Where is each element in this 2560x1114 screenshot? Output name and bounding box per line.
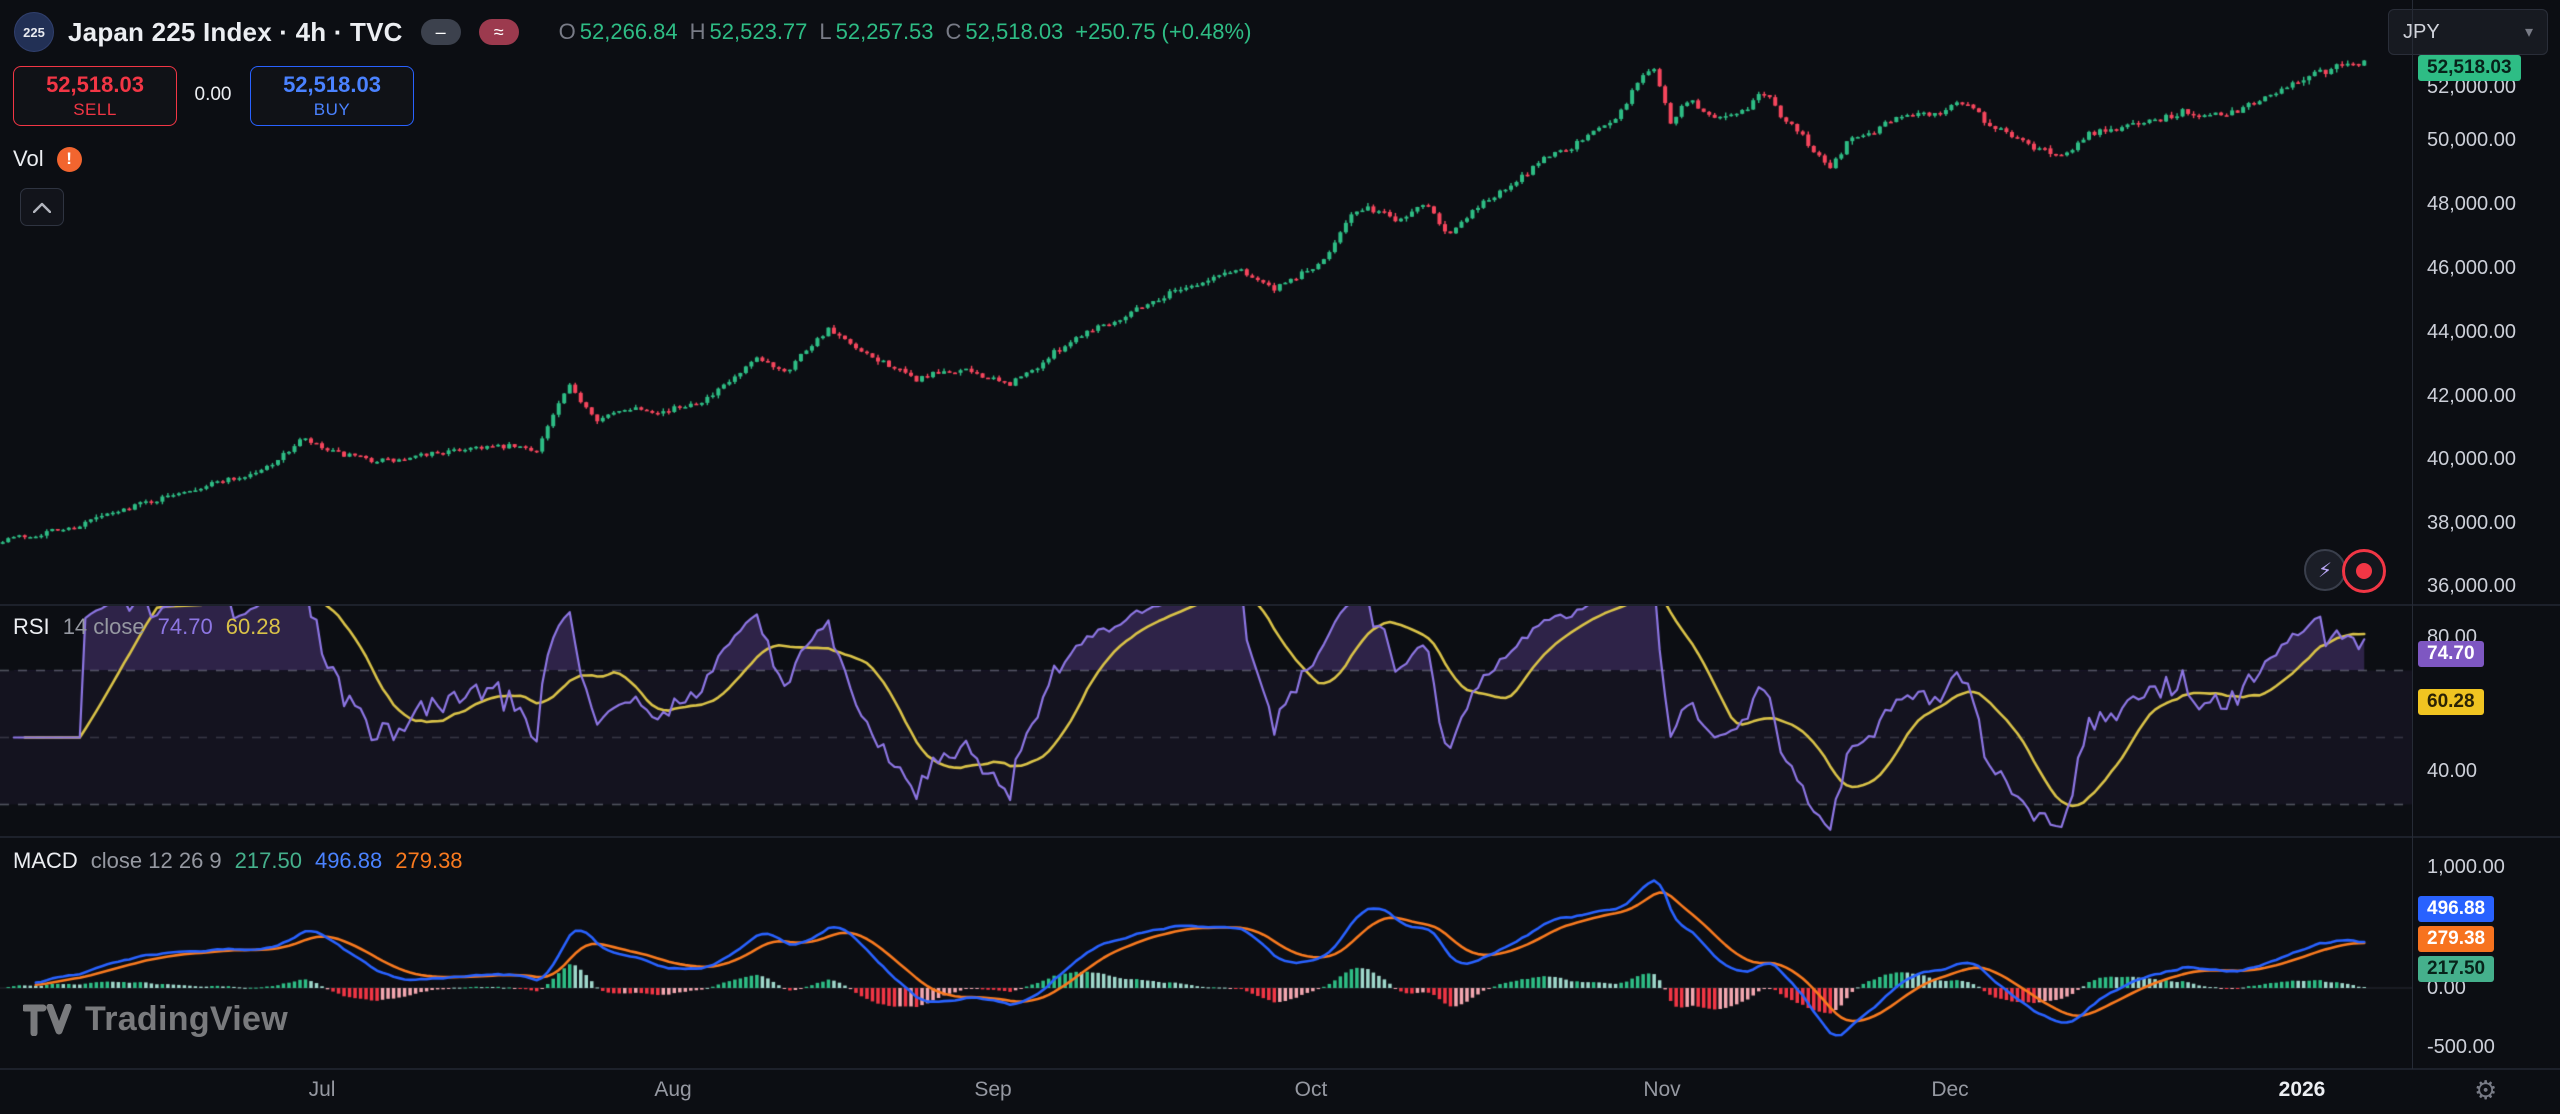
macd-hist-badge: 217.50 (2418, 956, 2495, 982)
time-axis-label: Aug (654, 1078, 692, 1101)
macd-legend[interactable]: MACD close 12 26 9 217.50 496.88 279.38 (13, 848, 463, 874)
time-axis-label: Dec (1931, 1078, 1969, 1101)
tradingview-logo-icon (23, 1003, 72, 1036)
open-value: 52,266.84 (579, 19, 678, 44)
axis-price-label: 48,000.00 (2427, 193, 2516, 215)
close-label: C (945, 19, 962, 44)
rsi-value: 74.70 (157, 614, 213, 639)
rsi-name: RSI (13, 614, 50, 639)
rsi-ma-value-badge: 60.28 (2418, 689, 2484, 715)
chevron-down-icon: ▾ (2524, 24, 2533, 41)
record-dot-icon (2356, 563, 2372, 579)
axis-price-label: 50,000.00 (2427, 129, 2516, 151)
volume-label: Vol (13, 146, 44, 171)
symbol-logo: 225 (14, 12, 54, 52)
rsi-legend[interactable]: RSI 14 close 74.70 60.28 (13, 614, 281, 640)
axis-price-label: 46,000.00 (2427, 257, 2516, 279)
rsi-value-badge: 74.70 (2418, 641, 2484, 667)
axis-price-label: 40,000.00 (2427, 448, 2516, 470)
collapse-indicators-button[interactable] (20, 188, 64, 226)
macd-params: close 12 26 9 (90, 848, 222, 873)
macd-value-badge: 496.88 (2418, 896, 2495, 922)
axis-price-label: 0.00 (2427, 977, 2466, 999)
time-axis-label: Sep (974, 1078, 1012, 1101)
macd-signal-value: 279.38 (395, 848, 463, 873)
rsi-params: 14 close (62, 614, 145, 639)
chevron-up-icon (33, 202, 51, 213)
ohlc-readout: O 52,266.84 H 52,523.77 L 52,257.53 C 52,518… (559, 19, 1252, 45)
high-label: H (689, 19, 706, 44)
tradingview-watermark: TradingView (23, 1000, 288, 1039)
sell-label: SELL (73, 100, 117, 119)
settings-gear-icon[interactable]: ⚙ (2474, 1075, 2498, 1105)
main-price-chart[interactable] (0, 56, 2412, 604)
macd-line-value: 496.88 (314, 848, 383, 873)
watermark-text: TradingView (85, 1000, 288, 1038)
macd-signal-badge: 279.38 (2418, 926, 2495, 952)
high-value: 52,523.77 (709, 19, 808, 44)
wave-toggle-icon[interactable]: ≈ (478, 19, 519, 45)
change-value: +250.75 (+0.48%) (1075, 19, 1252, 44)
open-label: O (558, 19, 576, 44)
macd-name: MACD (13, 848, 78, 873)
axis-price-label: 52,000.00 (2427, 76, 2516, 98)
currency-selector[interactable]: JPY ▾ (2388, 9, 2548, 55)
axis-price-label: -500.00 (2427, 1036, 2495, 1058)
low-label: L (819, 19, 832, 44)
symbol-title[interactable]: Japan 225 Index · 4h · TVC (68, 16, 403, 47)
axis-price-label: 38,000.00 (2427, 512, 2516, 534)
sell-price: 52,518.03 (46, 72, 144, 97)
chart-action-buttons: ⚡ (2304, 549, 2386, 593)
price-axis[interactable]: 52,000.00 50,000.00 48,000.00 46,000.00 44,0… (2412, 0, 2560, 1069)
pane-separator-rsi-macd[interactable] (0, 836, 2560, 838)
time-axis[interactable]: Jul Aug Sep Oct Nov Dec 2026 ⚙ (0, 1069, 2560, 1114)
record-icon[interactable] (2342, 549, 2386, 593)
time-axis-label: Oct (1294, 1078, 1328, 1101)
instant-trading-icon[interactable]: ⚡ (2304, 549, 2346, 591)
minus-toggle-icon[interactable]: – (420, 19, 461, 45)
axis-price-label: 40.00 (2427, 760, 2478, 782)
volume-error-icon[interactable]: ! (56, 146, 82, 172)
macd-pane-chart[interactable] (0, 838, 2412, 1068)
axis-price-label: 1,000.00 (2427, 856, 2505, 878)
axis-price-label: 44,000.00 (2427, 321, 2516, 343)
low-value: 52,257.53 (835, 19, 934, 44)
axis-price-label: 42,000.00 (2427, 385, 2516, 407)
close-value: 52,518.03 (965, 19, 1064, 44)
volume-legend[interactable]: Vol ! (13, 146, 82, 172)
symbol-group: 225 Japan 225 Index · 4h · TVC – ≈ O 52,2… (0, 12, 1251, 52)
pane-separator-time-axis (0, 1068, 2560, 1070)
spread-value: 0.00 (194, 84, 232, 105)
rsi-pane-chart[interactable] (0, 606, 2412, 836)
time-axis-label: 2026 (2278, 1078, 2326, 1101)
buy-price: 52,518.03 (283, 72, 381, 97)
axis-price-label: 36,000.00 (2427, 575, 2516, 597)
buy-label: BUY (313, 100, 351, 119)
rsi-ma-value: 60.28 (225, 614, 281, 639)
pane-separator-main-rsi[interactable] (0, 604, 2560, 606)
last-price-badge: 52,518.03 (2418, 55, 2521, 81)
buy-button[interactable]: 52,518.03 BUY (250, 66, 414, 126)
sell-button[interactable]: 52,518.03 SELL (13, 66, 177, 126)
chart-topbar: 225 Japan 225 Index · 4h · TVC – ≈ O 52,2… (0, 0, 2560, 64)
macd-hist-value: 217.50 (234, 848, 302, 873)
time-axis-label: Jul (308, 1078, 336, 1101)
time-axis-label: Nov (1643, 1078, 1681, 1101)
